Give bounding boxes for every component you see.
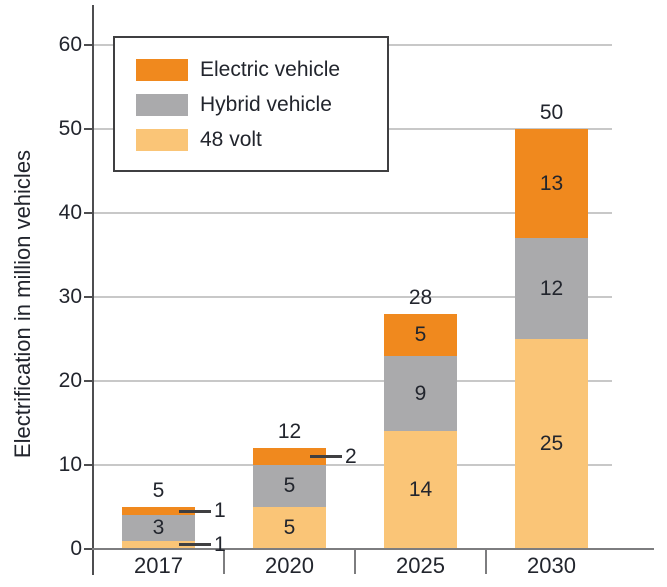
bar-segment-hybrid-vehicle-2020 <box>253 465 326 507</box>
callout-leader-line <box>179 509 211 513</box>
bar-segment-48-volt-2017 <box>122 540 195 549</box>
gridline <box>92 380 612 382</box>
segment-value-label: 25 <box>539 432 564 455</box>
bar-segment-electric-vehicle-2025 <box>384 313 457 356</box>
segment-value-label: 5 <box>283 474 296 497</box>
y-tick <box>84 548 93 550</box>
gridline <box>92 296 612 298</box>
y-tick <box>84 44 93 46</box>
y-tick-label: 10 <box>58 453 82 476</box>
bar-total-label: 28 <box>408 285 433 309</box>
segment-value-label: 14 <box>408 478 433 502</box>
legend-item-hybrid-vehicle: Hybrid vehicle <box>136 93 387 117</box>
segment-callout-label: 2 <box>345 444 357 468</box>
y-tick-label: 40 <box>58 201 82 224</box>
bar-segment-hybrid-vehicle-2017 <box>122 515 195 541</box>
x-category-label: 2017 <box>134 553 183 578</box>
legend-label: Hybrid vehicle <box>200 93 332 116</box>
bar-segment-electric-vehicle-2017 <box>122 507 195 516</box>
bar-segment-electric-vehicle-2030 <box>515 129 588 239</box>
x-category-label: 2030 <box>527 553 576 578</box>
legend: Electric vehicle Hybrid vehicle 48 volt <box>113 36 389 172</box>
y-tick-label: 50 <box>58 117 82 140</box>
x-category-separator <box>354 549 356 574</box>
x-category-label: 2020 <box>265 553 314 578</box>
legend-item-electric-vehicle: Electric vehicle <box>136 58 387 82</box>
y-axis-line <box>92 5 94 575</box>
legend-label: 48 volt <box>200 128 262 151</box>
y-tick-label: 0 <box>70 537 82 560</box>
y-tick-label: 20 <box>58 369 82 392</box>
bar-total-label: 12 <box>277 420 302 444</box>
segment-value-label: 9 <box>414 381 427 405</box>
legend-item-48-volt: 48 volt <box>136 128 387 152</box>
callout-leader-line <box>179 543 211 547</box>
x-category-label: 2025 <box>396 553 445 578</box>
legend-swatch-hybrid-vehicle <box>136 94 188 116</box>
legend-swatch-electric-vehicle <box>136 59 188 81</box>
legend-label: Electric vehicle <box>200 58 341 81</box>
x-category-separator <box>485 549 487 574</box>
bar-segment-electric-vehicle-2020 <box>253 448 326 465</box>
bar-total-label: 5 <box>152 479 165 502</box>
segment-value-label: 5 <box>414 322 427 346</box>
y-tick-label: 60 <box>58 33 82 56</box>
y-tick <box>84 212 93 214</box>
segment-value-label: 12 <box>539 276 564 300</box>
bar-total-label: 50 <box>539 101 564 124</box>
bar-segment-48-volt-2030 <box>515 339 588 549</box>
y-tick <box>84 296 93 298</box>
bar-segment-48-volt-2025 <box>384 431 457 549</box>
y-axis-title: Electrification in million vehicles <box>10 149 35 459</box>
segment-callout-label: 1 <box>214 499 226 523</box>
x-category-separator <box>223 549 225 574</box>
y-tick <box>84 380 93 382</box>
bar-segment-hybrid-vehicle-2030 <box>515 238 588 339</box>
segment-callout-label: 1 <box>214 532 226 556</box>
callout-leader-line <box>310 455 342 459</box>
legend-swatch-48-volt <box>136 129 188 151</box>
segment-value-label: 3 <box>152 516 165 539</box>
segment-value-label: 5 <box>283 516 296 539</box>
gridline <box>92 464 612 466</box>
y-tick <box>84 128 93 130</box>
gridline <box>92 212 612 214</box>
segment-value-label: 13 <box>539 171 564 195</box>
y-tick <box>84 464 93 466</box>
x-axis-line <box>92 548 654 550</box>
y-tick-label: 30 <box>58 285 82 308</box>
bar-segment-48-volt-2020 <box>253 507 326 549</box>
bar-segment-hybrid-vehicle-2025 <box>384 355 457 432</box>
